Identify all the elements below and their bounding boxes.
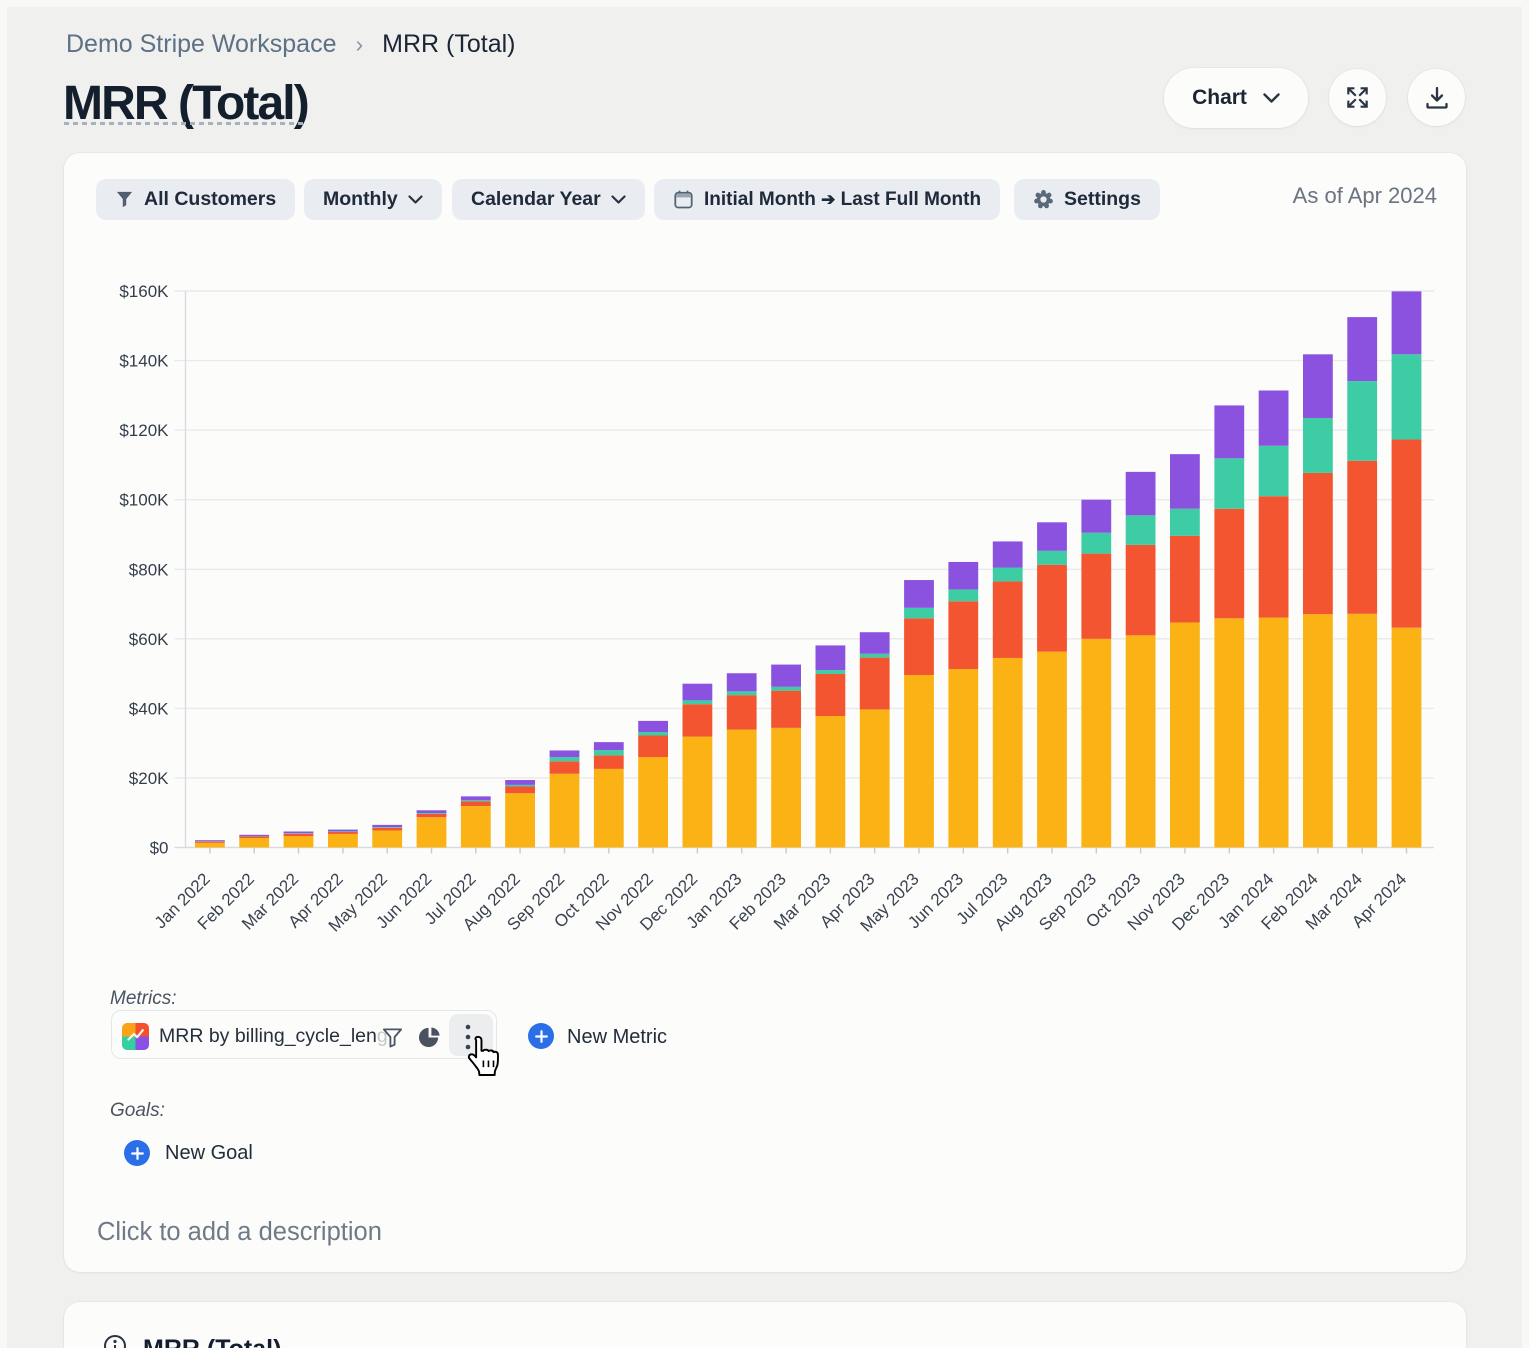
svg-text:$80K: $80K bbox=[129, 560, 169, 579]
svg-text:$20K: $20K bbox=[129, 769, 169, 788]
svg-text:$100K: $100K bbox=[119, 491, 169, 510]
svg-text:$140K: $140K bbox=[119, 352, 169, 371]
svg-text:$160K: $160K bbox=[119, 282, 169, 301]
svg-text:$120K: $120K bbox=[119, 421, 169, 440]
svg-text:$60K: $60K bbox=[129, 630, 169, 649]
svg-text:$40K: $40K bbox=[129, 699, 169, 718]
svg-text:$0: $0 bbox=[150, 839, 169, 858]
